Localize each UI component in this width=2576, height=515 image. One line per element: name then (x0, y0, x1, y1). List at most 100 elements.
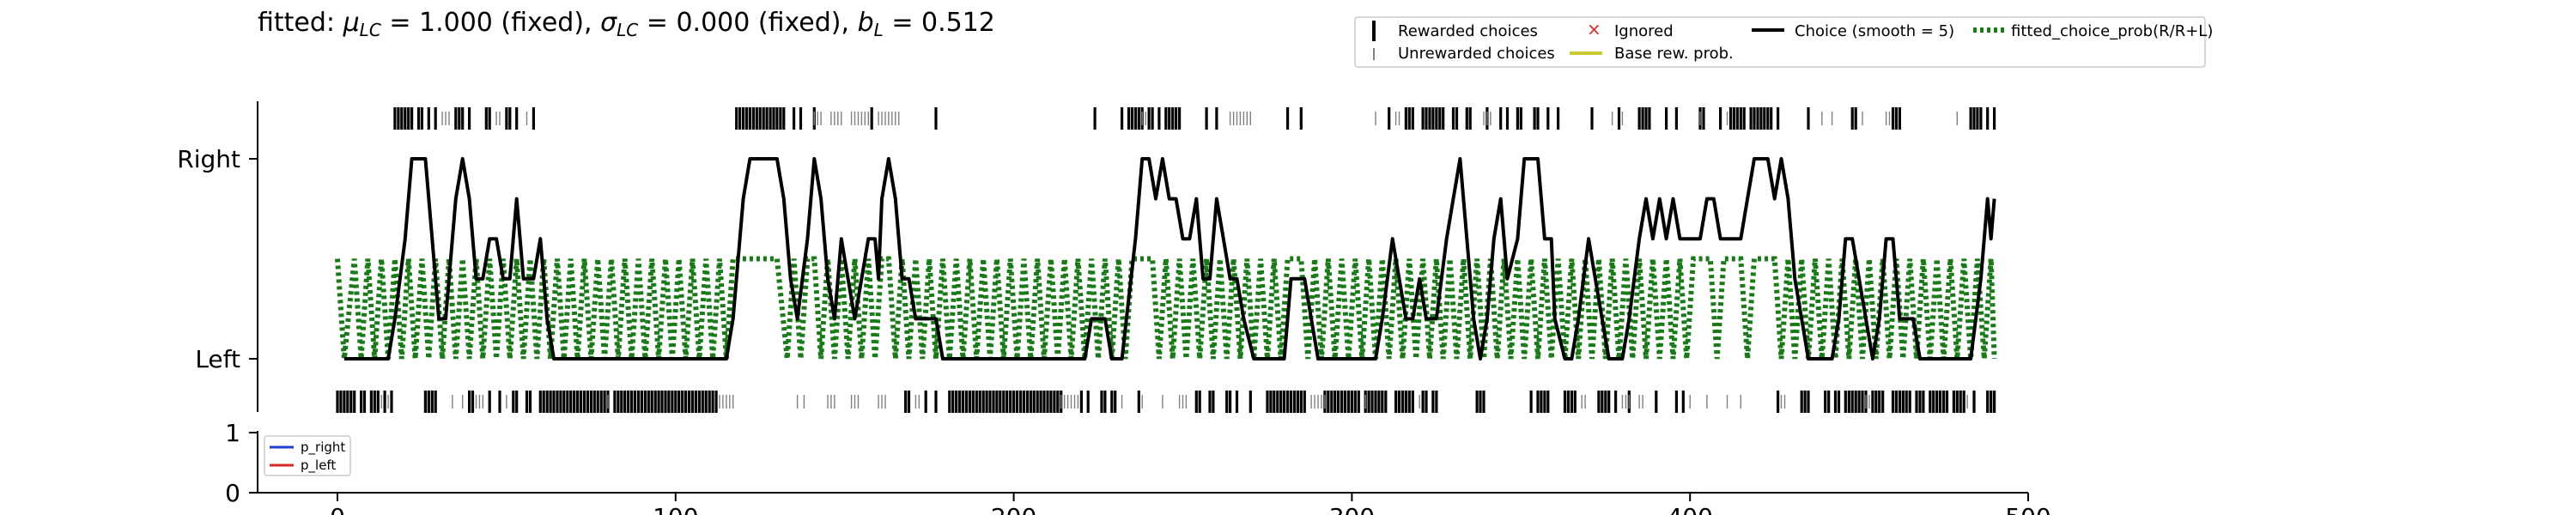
rewarded-left-tick (1959, 391, 1962, 413)
unrewarded-right-tick (1394, 112, 1397, 125)
rewarded-left-tick (975, 391, 978, 413)
rewarded-right-tick (1807, 107, 1810, 130)
unrewarded-left-tick (803, 395, 805, 409)
rewarded-left-tick (1540, 391, 1543, 413)
chart-title: fitted: μLC = 1.000 (fixed), σLC = 0.000… (258, 8, 995, 40)
rewarded-left-tick (1032, 391, 1036, 413)
rewarded-right-tick (1533, 107, 1536, 130)
rewarded-right-tick (1674, 107, 1678, 130)
rewarded-right-tick (1637, 107, 1641, 130)
legend: Rewarded choices Unrewarded choices × Ig… (1354, 16, 2213, 68)
rewarded-left-tick (636, 391, 641, 413)
rewarded-left-tick (1945, 391, 1949, 413)
legend-fitted-label: fitted_choice_prob(R/R+L) (2011, 22, 2213, 40)
unrewarded-right-tick (891, 112, 893, 125)
unrewarded-left-tick (827, 395, 829, 409)
rewarded-left-tick (704, 391, 708, 413)
rewarded-right-raster (393, 107, 1996, 130)
rewarded-left-tick (1334, 391, 1337, 413)
rewarded-left-tick (1012, 391, 1016, 413)
rewarded-left-tick (423, 391, 427, 413)
unrewarded-left-tick (1706, 395, 1708, 409)
rewarded-right-tick (1756, 107, 1759, 130)
unrewarded-left-tick (380, 395, 382, 409)
rewarded-left-tick (988, 391, 992, 413)
rewarded-left-tick (674, 391, 677, 413)
rewarded-left-tick (488, 391, 491, 413)
rewarded-left-tick (1330, 391, 1334, 413)
rewarded-left-tick (1878, 391, 1881, 413)
rewarded-left-tick (630, 391, 634, 413)
rewarded-left-tick (968, 391, 971, 413)
rewarded-left-tick (586, 391, 589, 413)
rewarded-left-tick (1053, 391, 1056, 413)
prob-ytick-0-label: 0 (225, 479, 240, 507)
unrewarded-left-tick (1178, 395, 1181, 409)
rewarded-left-tick (579, 391, 583, 413)
rewarded-left-tick (1397, 391, 1401, 413)
rewarded-left-tick (640, 391, 643, 413)
rewarded-left-tick (681, 391, 684, 413)
title-sigma-value: = 0.000 (fixed), (638, 8, 857, 38)
ytick-left-label: Left (195, 345, 240, 373)
rewarded-right-tick (1435, 107, 1438, 130)
unrewarded-right-tick (895, 112, 896, 125)
rewarded-right-tick (400, 107, 404, 130)
rewarded-left-tick (714, 391, 718, 413)
rewarded-left-tick (369, 391, 373, 413)
rewarded-right-tick (488, 107, 491, 130)
rewarded-right-tick (1151, 107, 1154, 130)
unrewarded-left-tick (1162, 395, 1163, 409)
rewarded-left-tick (1018, 391, 1023, 413)
rewarded-left-tick (1198, 391, 1201, 413)
rewarded-left-tick (1800, 391, 1803, 413)
rewarded-right-tick (1732, 107, 1735, 130)
rewarded-left-tick (1837, 391, 1841, 413)
rewarded-left-tick (627, 391, 630, 413)
rewarded-right-tick (1455, 107, 1459, 130)
rewarded-left-tick (1292, 391, 1297, 413)
rewarded-right-tick (1468, 107, 1472, 130)
rewarded-left-tick (427, 391, 430, 413)
rewarded-left-tick (1110, 391, 1114, 413)
unrewarded-left-tick (854, 395, 856, 409)
rewarded-right-tick (1894, 107, 1898, 130)
unrewarded-left-tick (607, 395, 609, 409)
rewarded-right-tick (515, 107, 519, 130)
rewarded-left-tick (1049, 391, 1053, 413)
rewarded-left-tick (596, 391, 599, 413)
rewarded-left-tick (620, 391, 623, 413)
rewarded-left-tick (1283, 391, 1286, 413)
rewarded-left-tick (1891, 391, 1895, 413)
rewarded-left-tick (1874, 391, 1878, 413)
fitted-choice-prob-line (335, 256, 1997, 360)
rewarded-left-tick (1681, 391, 1685, 413)
title-mu: μ (343, 8, 360, 38)
rewarded-left-tick (376, 391, 380, 413)
x-axis-ticks: 0 100 200 300 400 500 (330, 493, 2051, 515)
rewarded-right-tick (1130, 107, 1133, 130)
rewarded-right-tick (1763, 107, 1766, 130)
rewarded-left-tick (694, 391, 697, 413)
rewarded-left-tick (961, 391, 965, 413)
rewarded-right-tick (1766, 107, 1770, 130)
unrewarded-left-tick (1628, 395, 1630, 409)
rewarded-left-tick (1411, 391, 1414, 413)
unrewarded-right-tick (1821, 112, 1823, 125)
rewarded-right-tick (1644, 107, 1648, 130)
rewarded-right-tick (1168, 107, 1171, 130)
rewarded-left-tick (515, 391, 519, 413)
rewarded-left-tick (1229, 391, 1232, 413)
rewarded-left-tick (1009, 391, 1012, 413)
unrewarded-right-tick (813, 112, 815, 125)
legend-frame (1354, 16, 2206, 68)
rewarded-left-tick (671, 391, 674, 413)
rewarded-left-tick (978, 391, 981, 413)
rewarded-left-tick (1137, 391, 1140, 413)
rewarded-right-tick (532, 107, 535, 130)
rewarded-left-tick (1296, 391, 1299, 413)
rewarded-left-tick (349, 391, 353, 413)
unrewarded-left-tick (857, 395, 860, 409)
rewarded-right-tick (397, 107, 400, 130)
